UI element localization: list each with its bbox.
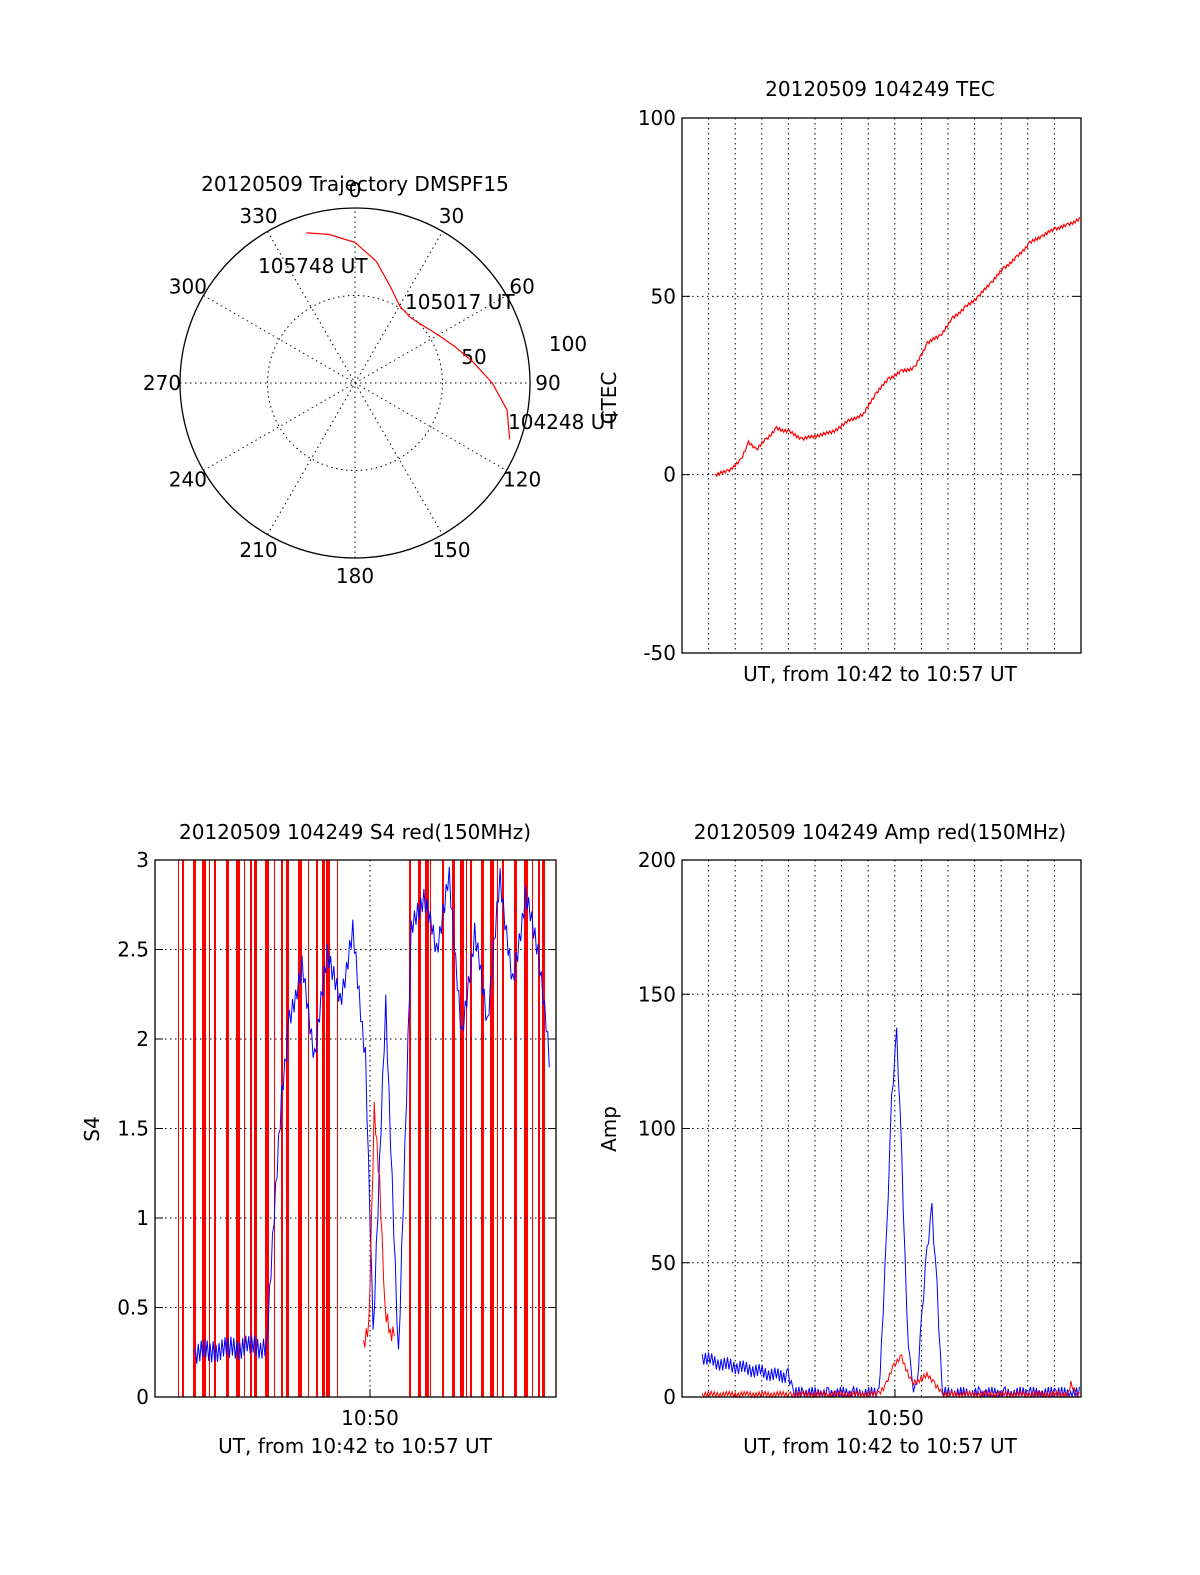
azimuth-label-240: 240 [169,468,207,492]
s4-y-ticks: 3 2.5 2 1.5 1 0.5 0 [117,848,556,1409]
azimuth-labels: 0 30 60 90 120 150 180 210 240 270 300 330 [143,178,561,588]
polar-panel: 20120509 Trajectory DMSPF15 0 30 60 90 120 15… [143,172,618,588]
s4-ytick-label: 1 [136,1206,149,1230]
trajectory-label-end: 105748 UT [258,254,368,278]
azimuth-label-60: 60 [509,275,534,299]
s4-red-spike [538,860,540,1397]
amp-x-label: UT, from 10:42 to 10:57 UT [743,1434,1018,1458]
s4-red-spike [452,860,455,1397]
tec-ytick-label: -50 [643,641,676,665]
amp-ytick-label: 50 [651,1251,676,1275]
s4-ytick-label: 2 [136,1027,149,1051]
s4-red-spike [542,860,545,1397]
amp-ytick-label: 150 [638,982,676,1006]
tec-ytick-label: 50 [651,284,676,308]
s4-red-spike [460,860,464,1397]
amp-red-series [701,1354,1080,1399]
azimuth-label-330: 330 [239,204,277,228]
polar-spoke-150 [267,231,443,535]
s4-ytick-label: 0 [136,1385,149,1409]
azimuth-label-30: 30 [439,204,464,228]
amp-x-tick-1050: 10:50 [866,1406,924,1430]
tec-x-label: UT, from 10:42 to 10:57 UT [743,662,1018,686]
s4-red-spike [502,860,504,1397]
s4-red-spike [442,860,444,1397]
s4-red-spike [265,860,269,1397]
s4-red-spike [490,860,494,1397]
tec-plot-frame [681,117,1082,654]
s4-red-spike [481,860,484,1397]
amp-ytick-label: 200 [638,848,676,872]
s4-red-spike [532,860,533,1397]
s4-y-label: S4 [80,1116,104,1141]
polar-ring-50 [267,295,443,471]
s4-red-spike [202,860,206,1397]
tec-panel: 20120509 104249 TEC 100 50 0 -50 CTEC UT, f… [597,77,1082,686]
amp-blue-series [701,1027,1080,1398]
s4-red-series [363,1101,395,1348]
tec-grid [708,118,1055,653]
azimuth-label-120: 120 [503,468,541,492]
amp-grid [708,860,1055,1397]
s4-ytick-label: 1.5 [117,1117,149,1141]
s4-ytick-label: 0.5 [117,1296,149,1320]
s4-red-spike [178,860,179,1397]
azimuth-label-90: 90 [535,371,560,395]
azimuth-label-0: 0 [349,178,362,202]
polar-title: 20120509 Trajectory DMSPF15 [201,172,509,196]
amp-ytick-label: 0 [663,1385,676,1409]
tec-y-label: CTEC [597,372,621,425]
s4-red-spike [425,860,429,1397]
s4-red-spike [182,860,184,1397]
s4-red-spike [308,860,309,1397]
polar-grid [180,208,530,558]
s4-red-spike [193,860,196,1397]
s4-red-spike [281,860,283,1397]
amp-panel: 20120509 104249 Amp red(150MHz) 200 150 10… [597,820,1082,1458]
s4-red-spike [418,860,421,1397]
s4-x-label: UT, from 10:42 to 10:57 UT [218,1434,493,1458]
s4-red-spike [326,860,330,1397]
s4-red-spike [236,860,240,1397]
amp-ytick-label: 100 [638,1117,676,1141]
s4-panel: 20120509 104249 S4 red(150MHz) 3 2.5 2 1.5 1… [80,820,557,1458]
s4-red-spike [337,860,338,1397]
trajectory-line [306,232,511,440]
trajectory-label-start: 104248 UT [508,410,618,434]
s4-red-spike [244,860,245,1397]
tec-ytick-label: 100 [638,106,676,130]
s4-red-spike [316,860,318,1397]
trajectory-label-mid: 105017 UT [405,290,515,314]
azimuth-label-180: 180 [336,564,374,588]
amp-title: 20120509 104249 Amp red(150MHz) [694,820,1066,844]
s4-red-spike [209,860,210,1397]
s4-x-tick-1050: 10:50 [341,1406,399,1430]
tec-ytick-label: 0 [663,463,676,487]
s4-title: 20120509 104249 S4 red(150MHz) [179,820,531,844]
azimuth-label-210: 210 [239,538,277,562]
s4-red-spike [322,860,325,1397]
azimuth-label-300: 300 [169,275,207,299]
s4-red-spike [286,860,289,1397]
tec-series-line [714,216,1081,478]
tec-y-ticks: 100 50 0 -50 [638,106,1081,665]
s4-blue-series [194,866,550,1364]
amp-plot-frame [681,859,1082,1398]
s4-red-spike [274,860,275,1397]
s4-grid [214,860,526,1397]
amp-y-label: Amp [597,1106,621,1152]
azimuth-label-270: 270 [143,371,181,395]
polar-outer-ring [179,207,531,559]
azimuth-label-150: 150 [432,538,470,562]
radius-label-100: 100 [549,332,587,356]
s4-red-spike [497,860,498,1397]
s4-ytick-label: 3 [136,848,149,872]
tec-title: 20120509 104249 TEC [765,77,995,101]
radius-label-50: 50 [461,345,486,369]
s4-red-spike [226,860,229,1397]
s4-ytick-label: 2.5 [117,938,149,962]
amp-y-ticks: 200 150 100 50 0 [638,848,1081,1409]
